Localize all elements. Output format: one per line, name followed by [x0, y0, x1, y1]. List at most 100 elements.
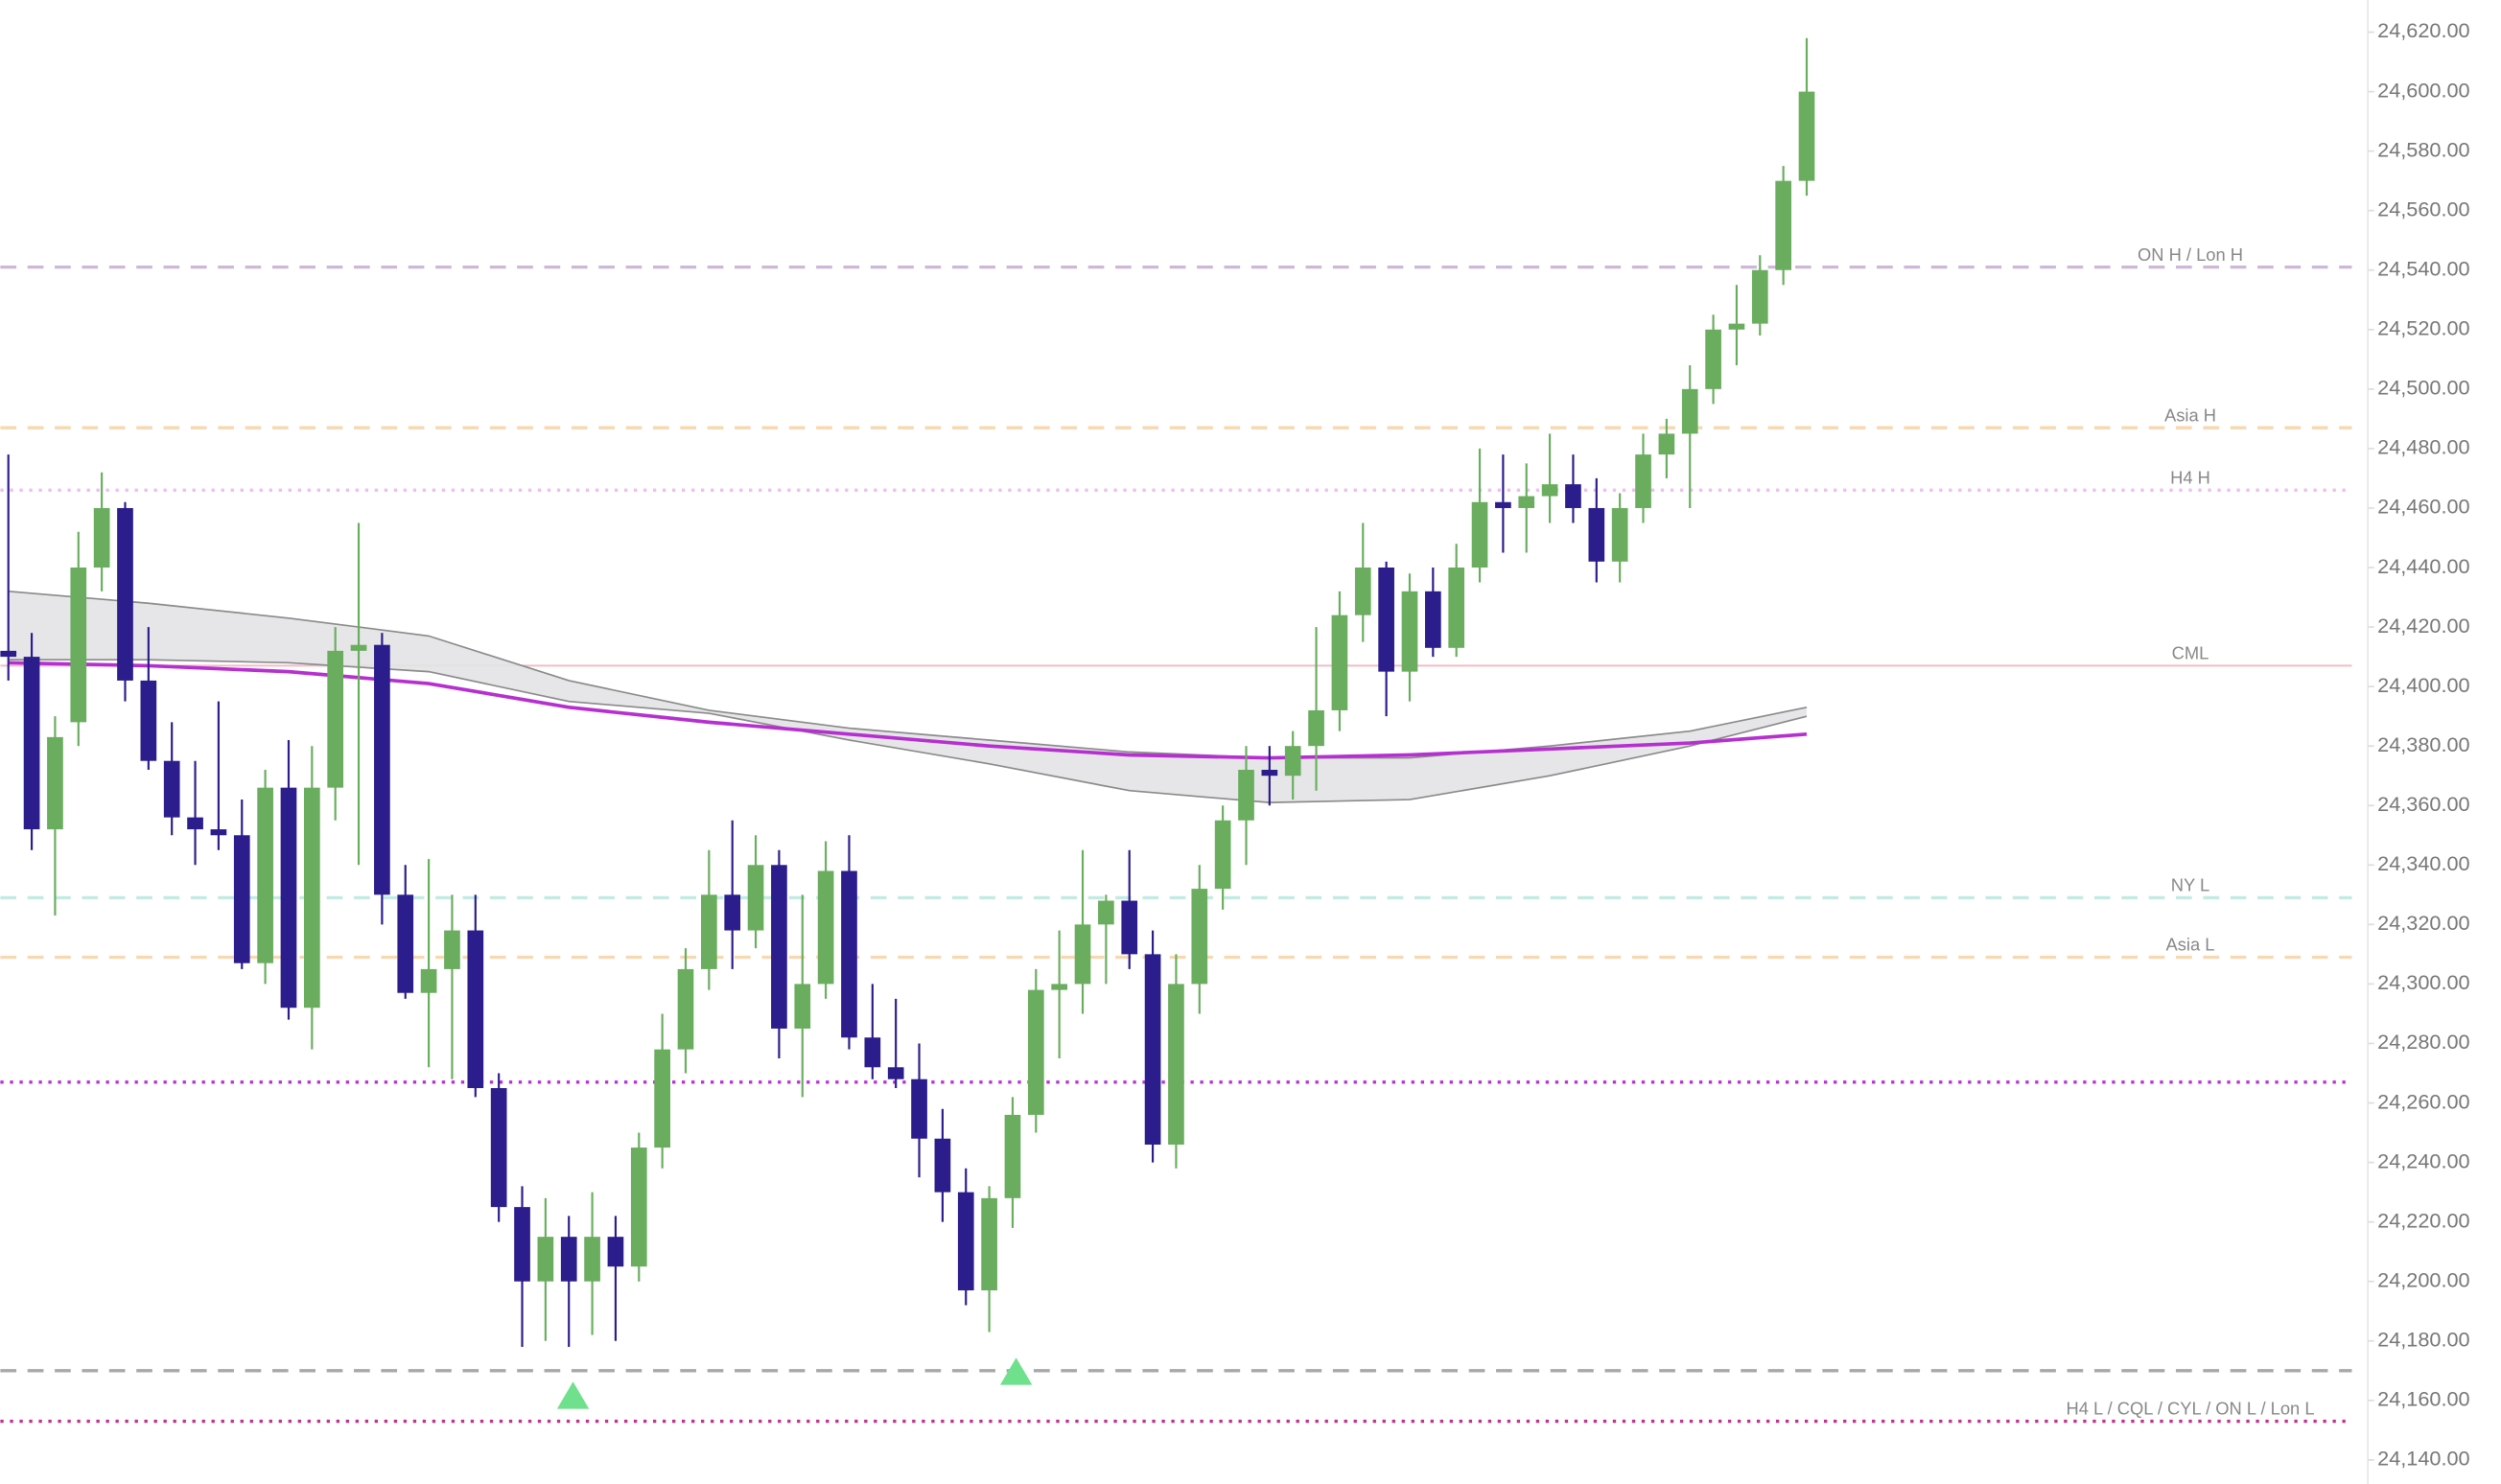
candle-body: [1658, 433, 1675, 455]
y-tick-label: 24,260.00: [2377, 1089, 2469, 1113]
y-tick-label: 24,540.00: [2377, 256, 2469, 280]
level-label: Asia H: [2164, 405, 2216, 425]
candle-body: [93, 507, 110, 568]
y-tick-label: 24,200.00: [2377, 1267, 2469, 1291]
candle-body: [1308, 709, 1324, 747]
candle-body: [1798, 91, 1815, 181]
candle-body: [1074, 924, 1091, 985]
candle-body: [444, 930, 460, 969]
candle-body: [1214, 820, 1231, 890]
y-tick-label: 24,140.00: [2377, 1447, 2469, 1471]
candle-body: [70, 568, 87, 723]
levels: ON H / Lon H Asia H H4 H CML NY L Asia L H4 L …: [0, 244, 2352, 1424]
candle-body: [957, 1192, 974, 1291]
cloud: [8, 591, 1807, 803]
candle-body: [701, 894, 717, 969]
candle-body: [1518, 496, 1535, 508]
candle-body: [0, 650, 17, 658]
candle-body: [1051, 984, 1068, 990]
y-tick-label: 24,240.00: [2377, 1148, 2469, 1172]
y-tick-label: 24,360.00: [2377, 792, 2469, 816]
y-tick-label: 24,440.00: [2377, 554, 2469, 578]
y-tick-label: 24,320.00: [2377, 911, 2469, 935]
candle-body: [163, 760, 180, 818]
candle-body: [514, 1207, 530, 1282]
candle-body: [677, 968, 694, 1050]
candle-body: [1004, 1114, 1021, 1198]
candle-body: [1121, 900, 1138, 955]
y-tick-label: 24,400.00: [2377, 673, 2469, 697]
level-label: ON H / Lon H: [2138, 244, 2243, 265]
candle-body: [1191, 889, 1208, 985]
y-tick-label: 24,160.00: [2377, 1387, 2469, 1411]
y-tick-label: 24,280.00: [2377, 1030, 2469, 1054]
candle-body: [1027, 989, 1044, 1115]
moving-average: [8, 661, 1808, 760]
candle-body: [1168, 984, 1184, 1145]
candle-body: [1401, 591, 1418, 672]
candle-body: [1424, 591, 1441, 648]
candle-body: [864, 1037, 881, 1068]
candle-body: [1565, 484, 1581, 508]
y-tick-label: 24,340.00: [2377, 851, 2469, 875]
candle-body: [117, 507, 133, 681]
y-tick-label: 24,520.00: [2377, 316, 2469, 340]
signal-marker: [999, 1357, 1033, 1385]
y-tick-label: 24,600.00: [2377, 78, 2469, 102]
y-tick-label: 24,300.00: [2377, 970, 2469, 994]
candle-body: [1588, 507, 1605, 562]
y-tick-label: 24,220.00: [2377, 1208, 2469, 1232]
candle-body: [724, 894, 741, 931]
level-label: NY L: [2171, 875, 2209, 895]
candle-body: [771, 865, 787, 1029]
candle-body: [560, 1237, 577, 1282]
candle-body: [817, 870, 834, 985]
candle-body: [467, 930, 484, 1089]
candle-body: [934, 1138, 951, 1193]
candle-body: [1261, 770, 1278, 777]
candle-body: [1471, 501, 1488, 568]
candle-body: [1354, 568, 1371, 615]
candle-body: [1284, 746, 1301, 777]
candle-body: [584, 1237, 600, 1282]
candle-body: [1495, 501, 1511, 508]
y-tick-label: 24,500.00: [2377, 376, 2469, 400]
candle-body: [187, 817, 203, 830]
candle-body: [537, 1237, 554, 1282]
candle-body: [1098, 900, 1114, 925]
candle-body: [607, 1237, 624, 1267]
candle-body: [1448, 568, 1465, 648]
candle-body: [350, 644, 367, 651]
candle-body: [747, 865, 764, 931]
y-tick-label: 24,480.00: [2377, 435, 2469, 459]
candle-body: [140, 680, 157, 761]
price-axis: 24,620.00 24,600.00 24,580.00 24,560.00 24,5…: [2368, 18, 2470, 1471]
level-label: H4 L / CQL / CYL / ON L / Lon L: [2066, 1399, 2314, 1419]
candle-body: [1331, 614, 1348, 710]
y-tick-label: 24,380.00: [2377, 732, 2469, 756]
candle-body: [1775, 180, 1791, 270]
candle-body: [210, 829, 227, 836]
candle-body: [233, 835, 250, 963]
cloud-lower: [8, 659, 1808, 803]
signal-marker: [556, 1381, 590, 1409]
candle-body: [374, 644, 390, 895]
candle-body: [794, 984, 811, 1029]
candle-body: [303, 787, 320, 1009]
candle-body: [841, 870, 857, 1038]
candle-body: [630, 1148, 647, 1267]
level-label: CML: [2172, 643, 2209, 663]
overlay: [8, 591, 1808, 803]
cloud-upper: [8, 591, 1808, 759]
candle-body: [1611, 507, 1628, 562]
level-label: Asia L: [2166, 935, 2215, 955]
candle-body: [327, 650, 344, 788]
y-tick-label: 24,180.00: [2377, 1327, 2469, 1351]
candle-body: [1378, 568, 1394, 672]
candle-body: [1238, 770, 1254, 821]
candle-body: [280, 787, 297, 1009]
candle-body: [1681, 388, 1698, 434]
candle-body: [1705, 329, 1721, 389]
